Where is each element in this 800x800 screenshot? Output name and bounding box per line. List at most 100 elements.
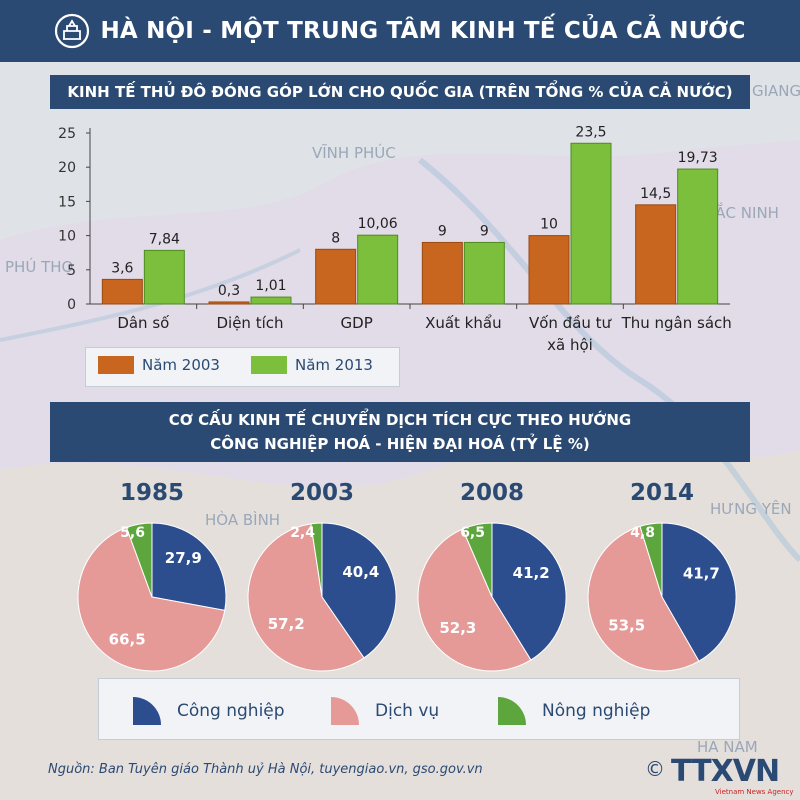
pie-slice-icon	[331, 697, 359, 725]
title-bar: HÀ NỘI - MỘT TRUNG TÂM KINH TẾ CỦA CẢ NƯ…	[0, 0, 800, 62]
y-tick-label: 25	[58, 126, 76, 142]
map-label: VĨNH PHÚC	[312, 143, 396, 162]
page-title: HÀ NỘI - MỘT TRUNG TÂM KINH TẾ CỦA CẢ NƯ…	[100, 18, 746, 44]
bar-2013	[677, 168, 719, 305]
slice-label: 57,2	[268, 615, 305, 633]
legend-item-cong-nghiep: Công nghiệp	[129, 693, 285, 729]
legend-swatch-2013	[251, 356, 287, 374]
data-label: 23,5	[575, 124, 606, 140]
data-label: 9	[438, 223, 447, 239]
y-tick-label: 10	[58, 229, 76, 245]
data-label: 1,01	[255, 278, 286, 294]
x-tick-label: Xuất khẩu	[425, 314, 502, 332]
bar-2003	[635, 204, 677, 305]
data-label: 19,73	[678, 150, 718, 166]
slice-label: 41,2	[513, 564, 550, 582]
x-tick-label: GDP	[341, 314, 373, 332]
pie-chart-legend: Công nghiệp Dịch vụ Nông nghiệp	[98, 678, 740, 740]
slice-dich-vu	[587, 525, 700, 672]
hanoi-emblem-icon	[55, 13, 90, 49]
bar-2003	[101, 278, 143, 305]
data-label: 8	[331, 230, 340, 246]
bar-chart: 0 5 10 15 20 25 3,6 7,84 Dân số 0,3 1,01 Diện tích 8…	[58, 124, 732, 354]
slice-dich-vu	[77, 526, 226, 672]
legend-label-2013: Năm 2013	[295, 356, 373, 374]
bar-2003	[208, 301, 250, 305]
slice-nong-nghiep	[125, 522, 153, 598]
pie-charts: 1985 27,9 66,5 5,6 2003 40,4 57,2 2,4 2008 41,2 52…	[77, 480, 737, 672]
slice-nong-nghiep	[461, 522, 493, 598]
slice-dich-vu	[417, 528, 532, 672]
pie-title-line-1: CƠ CẤU KINH TẾ CHUYỂN DỊCH TÍCH CỰC THEO…	[168, 411, 632, 429]
legend-label-2003: Năm 2003	[142, 356, 220, 374]
x-tick-label: xã hội	[547, 336, 593, 354]
map-label: GIANG	[752, 82, 800, 100]
y-tick-label: 15	[58, 194, 76, 210]
slice-cong-nghiep	[321, 522, 397, 659]
pie-year-label: 2014	[630, 480, 694, 506]
pie-slice-icon	[498, 697, 526, 725]
data-label: 0,3	[218, 283, 240, 299]
pie-year-label: 2003	[290, 480, 354, 506]
pie-slice-icon	[133, 697, 161, 725]
x-tick-label: Diện tích	[216, 314, 283, 332]
pie-title-line-2: CÔNG NGHIỆP HOÁ - HIỆN ĐẠI HOÁ (TỶ LỆ %)	[210, 435, 590, 453]
data-label: 9	[480, 223, 489, 239]
bar-2013	[143, 249, 185, 305]
pie-year-label: 2008	[460, 480, 524, 506]
legend-label-dich-vu: Dịch vụ	[375, 701, 440, 721]
legend-label-nong-nghiep: Nông nghiệp	[542, 701, 651, 721]
slice-label: 53,5	[608, 616, 645, 634]
slice-cong-nghiep	[491, 522, 567, 661]
slice-label: 41,7	[683, 565, 720, 583]
x-tick-label: Thu ngân sách	[621, 314, 732, 332]
bar-2013	[250, 296, 292, 305]
brand-tagline: Vietnam News Agency	[715, 788, 794, 796]
bar-2003	[315, 248, 357, 305]
slice-nong-nghiep	[639, 522, 663, 598]
legend-item-nong-nghiep: Nông nghiệp	[494, 693, 650, 729]
x-tick-label: Dân số	[117, 314, 170, 332]
legend-swatch-2003	[98, 356, 134, 374]
bar-2013	[357, 234, 399, 305]
slice-label: 5,6	[120, 525, 145, 541]
slice-label: 6,5	[460, 525, 485, 541]
legend-item-dich-vu: Dịch vụ	[327, 693, 439, 729]
slice-label: 40,4	[342, 563, 379, 581]
copyright-icon: ©	[645, 757, 665, 781]
slice-label: 27,9	[165, 549, 202, 567]
map-label: HÒA BÌNH	[205, 510, 280, 529]
x-tick-label: Vốn đầu tư	[529, 314, 613, 332]
slice-cong-nghiep	[151, 522, 227, 611]
data-label: 10	[540, 217, 558, 233]
data-label: 14,5	[640, 186, 671, 202]
bar-2013	[463, 241, 505, 305]
bar-2003	[421, 241, 463, 305]
slice-label: 52,3	[439, 619, 476, 637]
y-tick-label: 5	[67, 263, 76, 279]
source-note: Nguồn: Ban Tuyên giáo Thành uỷ Hà Nội, t…	[48, 762, 483, 777]
bar-chart-legend: Năm 2003 Năm 2013	[85, 347, 400, 387]
slice-dich-vu	[247, 523, 365, 672]
map-label: HÀ NAM	[697, 737, 758, 756]
slice-label: 2,4	[290, 525, 315, 541]
data-label: 7,84	[149, 231, 180, 247]
bar-2013	[570, 142, 612, 305]
slice-cong-nghiep	[661, 522, 737, 662]
pie-year-label: 1985	[120, 480, 184, 506]
y-tick-label: 0	[67, 297, 76, 313]
map-label: HƯNG YÊN	[710, 499, 792, 518]
legend-item-2013: Năm 2013	[251, 356, 373, 374]
map-label: PHÚ THỌ	[5, 257, 73, 276]
brand-logo: © TTXVN Vietnam News Agency	[645, 752, 795, 797]
bar-2003	[528, 235, 570, 305]
slice-nong-nghiep	[310, 522, 323, 598]
pie-chart-title: CƠ CẤU KINH TẾ CHUYỂN DỊCH TÍCH CỰC THEO…	[50, 402, 750, 462]
bar-chart-title: KINH TẾ THỦ ĐÔ ĐÓNG GÓP LỚN CHO QUỐC GIA…	[50, 75, 750, 109]
legend-label-cong-nghiep: Công nghiệp	[177, 701, 285, 721]
slice-label: 66,5	[109, 630, 146, 648]
brand-name: TTXVN	[671, 754, 780, 789]
map-label: BẮC NINH	[705, 201, 779, 222]
legend-item-2003: Năm 2003	[98, 356, 220, 374]
data-label: 3,6	[111, 260, 133, 276]
